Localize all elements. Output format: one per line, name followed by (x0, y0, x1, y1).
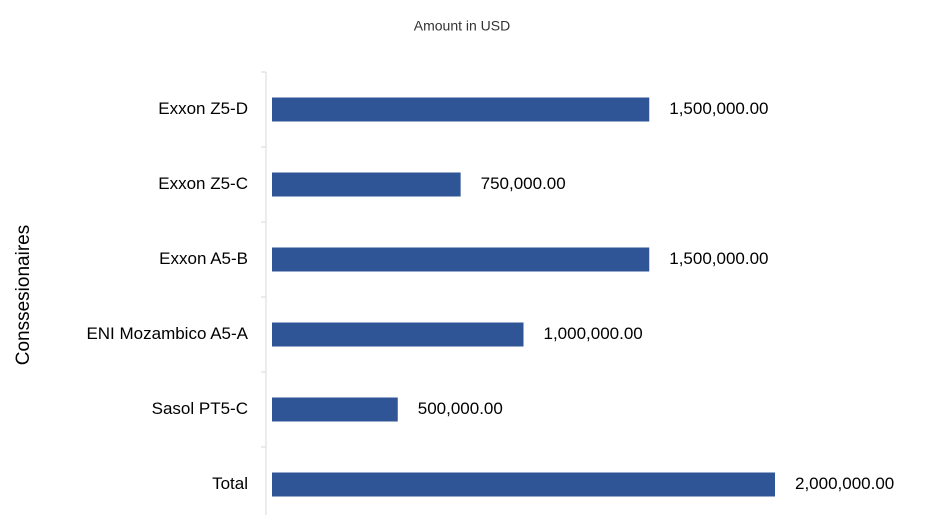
y-axis-title: Conssesionaires (13, 225, 34, 365)
y-tick-label: ENI Mozambico A5-A (86, 324, 248, 343)
y-tick-label: Exxon A5-B (159, 249, 248, 268)
y-tick-label: Sasol PT5-C (152, 399, 248, 418)
bar (272, 472, 775, 497)
y-tick-label: Exxon Z5-C (158, 174, 248, 193)
bar (272, 247, 650, 272)
data-label: 2,000,000.00 (795, 474, 894, 493)
chart-title: Amount in USD (414, 18, 510, 34)
bar (272, 97, 650, 122)
data-label: 1,500,000.00 (669, 249, 768, 268)
bar (272, 172, 461, 197)
data-label: 1,500,000.00 (669, 99, 768, 118)
data-label: 500,000.00 (418, 399, 503, 418)
y-tick-label: Total (212, 474, 248, 493)
data-label: 750,000.00 (481, 174, 566, 193)
data-label: 1,000,000.00 (544, 324, 643, 343)
bar (272, 397, 398, 422)
y-tick-label: Exxon Z5-D (158, 99, 248, 118)
bar (272, 322, 524, 347)
